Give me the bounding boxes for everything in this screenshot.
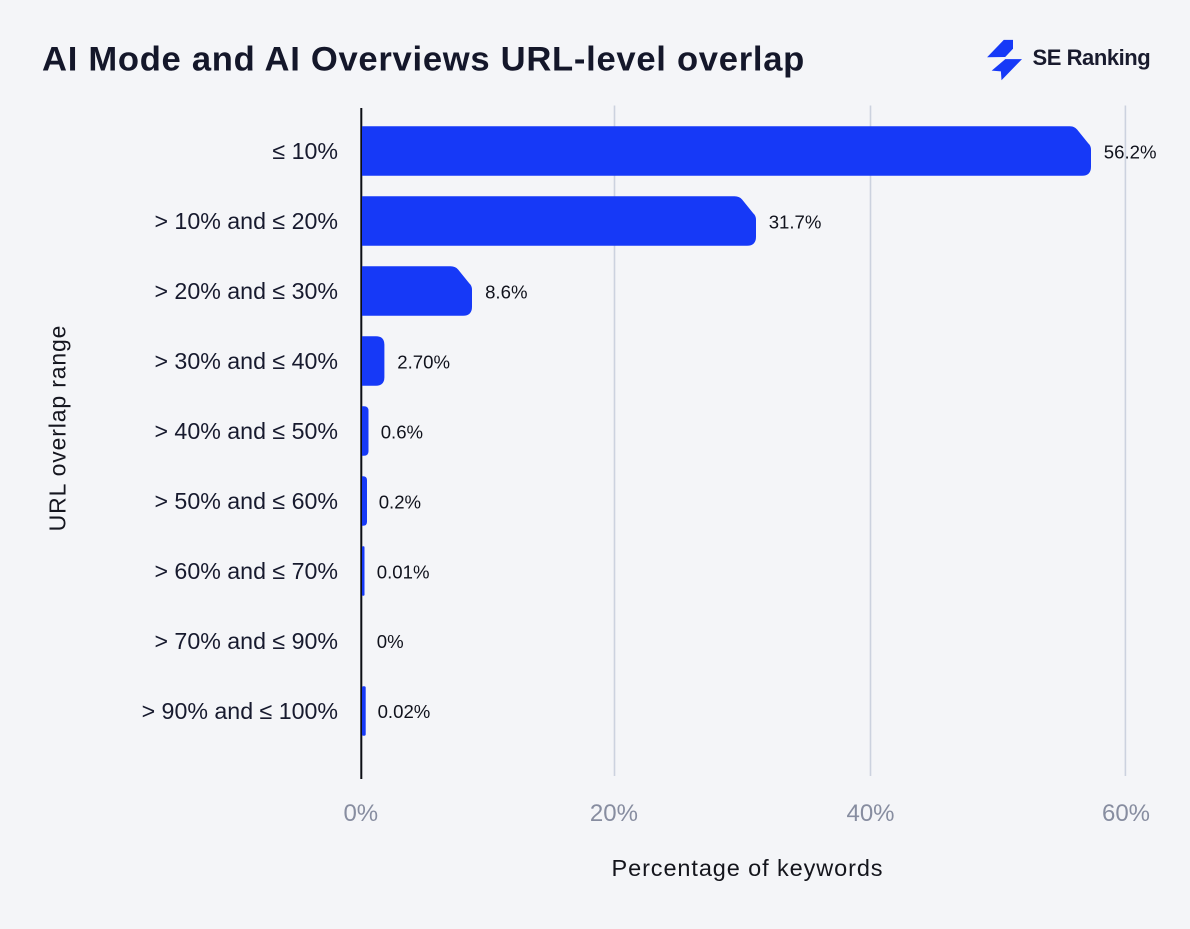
svg-text:31.7%: 31.7% (769, 212, 822, 233)
svg-text:0.02%: 0.02% (378, 701, 431, 722)
svg-text:2.70%: 2.70% (397, 351, 450, 372)
svg-text:AI Mode and AI Overviews URL-l: AI Mode and AI Overviews URL-level overl… (42, 41, 805, 79)
svg-text:0.6%: 0.6% (381, 421, 423, 442)
svg-text:> 30% and ≤ 40%: > 30% and ≤ 40% (154, 348, 338, 374)
svg-text:40%: 40% (846, 800, 894, 827)
svg-text:Percentage of keywords: Percentage of keywords (612, 855, 884, 881)
svg-text:> 90% and ≤ 100%: > 90% and ≤ 100% (142, 698, 338, 724)
svg-text:> 50% and ≤ 60%: > 50% and ≤ 60% (154, 488, 338, 514)
svg-text:> 60% and ≤ 70%: > 60% and ≤ 70% (154, 558, 338, 584)
svg-text:60%: 60% (1102, 800, 1150, 827)
svg-text:56.2%: 56.2% (1104, 142, 1157, 163)
svg-text:> 40% and ≤ 50%: > 40% and ≤ 50% (154, 418, 338, 444)
svg-text:> 70% and ≤ 90%: > 70% and ≤ 90% (154, 628, 338, 654)
svg-text:0.2%: 0.2% (379, 491, 421, 512)
svg-text:0.01%: 0.01% (377, 561, 430, 582)
svg-text:0%: 0% (377, 631, 404, 652)
svg-text:URL overlap range: URL overlap range (45, 325, 71, 532)
svg-text:> 10% and ≤ 20%: > 10% and ≤ 20% (154, 208, 338, 234)
svg-text:> 20% and ≤ 30%: > 20% and ≤ 30% (154, 278, 338, 304)
svg-text:SE Ranking: SE Ranking (1033, 45, 1151, 70)
svg-text:≤ 10%: ≤ 10% (272, 138, 338, 164)
svg-text:20%: 20% (590, 800, 638, 827)
svg-text:0%: 0% (343, 800, 378, 827)
svg-text:8.6%: 8.6% (485, 282, 527, 303)
